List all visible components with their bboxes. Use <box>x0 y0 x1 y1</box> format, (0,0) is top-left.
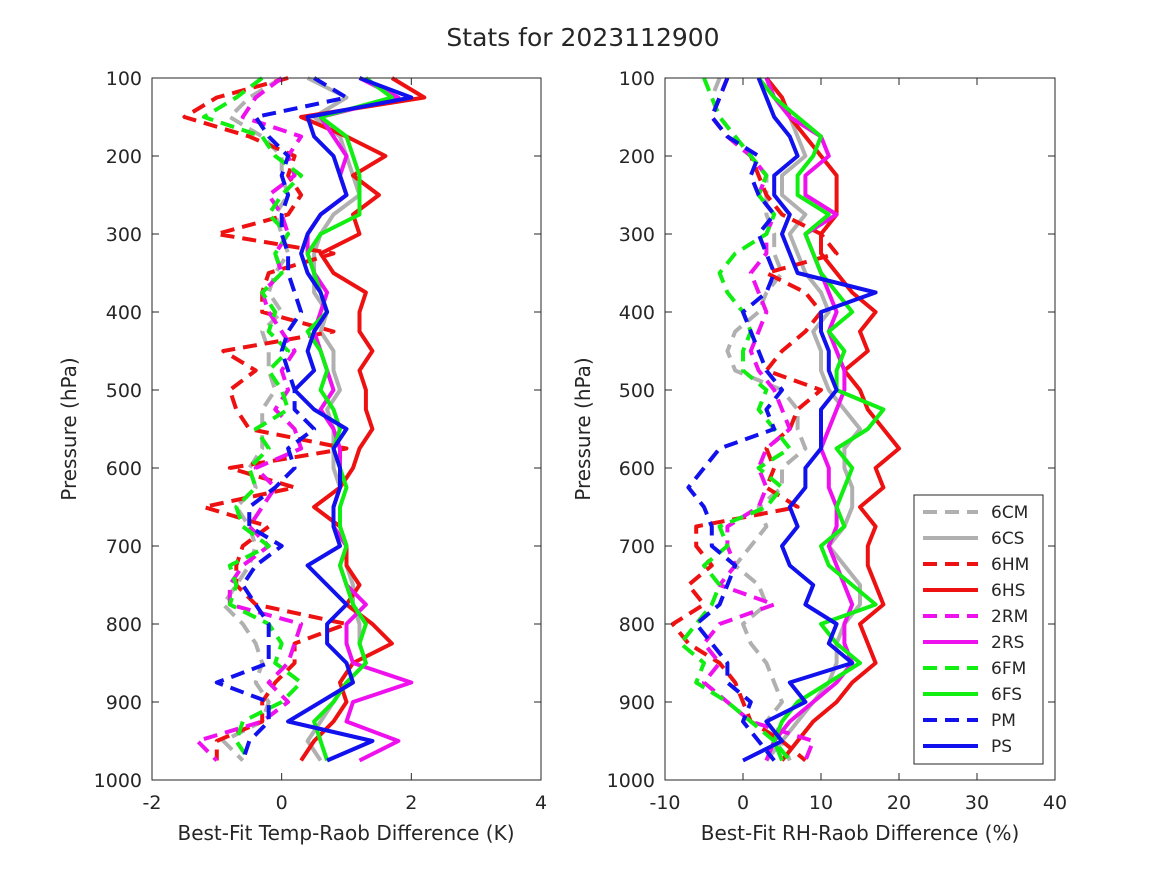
temp-series-6fm <box>201 76 304 762</box>
rh-ytick-label: 200 <box>619 146 655 168</box>
rh-series-group <box>670 76 901 763</box>
temp-ytick-label: 800 <box>106 614 142 636</box>
rh-ticks-group: -10 0 10 20 30 40 100 200 300 400 500 600 700 800 900 1… <box>607 68 1067 814</box>
legend-label-2rs: 2RS <box>991 633 1024 653</box>
rh-ytick-label: 500 <box>619 380 655 402</box>
rh-xtick-label: 0 <box>737 792 749 814</box>
rh-xtick-label: 10 <box>809 792 833 814</box>
rh-ytick-label: 300 <box>619 224 655 246</box>
temp-ytick-label: 500 <box>106 380 142 402</box>
rh-xtick-label: 20 <box>887 792 911 814</box>
legend-label-6fs: 6FS <box>991 685 1022 705</box>
temp-xtick-label: 4 <box>535 792 547 814</box>
rh-series-6hm <box>670 77 839 763</box>
temp-panel: -2 0 2 4 100 200 300 400 500 600 700 800 900 1000 Bes… <box>57 68 547 845</box>
temp-ytick-label: 1000 <box>94 770 142 792</box>
legend-label-6cm: 6CM <box>991 503 1028 523</box>
rh-xlabel: Best-Fit RH-Raob Difference (%) <box>701 821 1020 845</box>
rh-series-pm <box>686 77 784 762</box>
rh-series-2rs <box>764 77 855 762</box>
figure-title: Stats for 2023112900 <box>446 23 719 52</box>
temp-ylabel: Pressure (hPa) <box>57 357 81 500</box>
temp-ytick-label: 700 <box>106 536 142 558</box>
temp-series-6hs <box>299 76 427 762</box>
legend-label-6cs: 6CS <box>991 529 1024 549</box>
rh-ylabel: Pressure (hPa) <box>571 357 595 500</box>
temp-xlabel: Best-Fit Temp-Raob Difference (K) <box>177 821 514 845</box>
legend-label-2rm: 2RM <box>991 607 1028 627</box>
temp-series-ps <box>286 76 414 763</box>
rh-ytick-label: 800 <box>619 614 655 636</box>
temp-series-group <box>182 76 427 763</box>
temp-ytick-label: 200 <box>106 146 142 168</box>
rh-panel: -10 0 10 20 30 40 100 200 300 400 500 600 700 800 900 1… <box>571 68 1067 845</box>
rh-xtick-label: 30 <box>965 792 989 814</box>
rh-ytick-label: 100 <box>619 68 655 90</box>
temp-xtick-label: 2 <box>405 792 417 814</box>
legend: 6CM 6CS 6HM 6HS 2RM 2RS 6FM 6FS PM PS <box>913 494 1044 765</box>
rh-ytick-label: 1000 <box>607 770 655 792</box>
rh-series-ps <box>742 77 878 763</box>
rh-ytick-label: 700 <box>619 536 655 558</box>
rh-axes-box <box>664 77 1056 781</box>
rh-ytick-label: 900 <box>619 692 655 714</box>
temp-ytick-label: 400 <box>106 302 142 324</box>
temp-series-pm <box>214 76 349 762</box>
legend-label-ps: PS <box>991 737 1012 757</box>
legend-label-6fm: 6FM <box>991 659 1026 679</box>
rh-series-6fm <box>678 77 792 762</box>
temp-xtick-label: 0 <box>276 792 288 814</box>
temp-ytick-label: 900 <box>106 692 142 714</box>
temp-ticks-group: -2 0 2 4 100 200 300 400 500 600 700 800 900 1000 <box>94 68 547 814</box>
temp-series-2rm <box>195 76 304 762</box>
rh-ytick-label: 600 <box>619 458 655 480</box>
legend-label-6hs: 6HS <box>991 581 1025 601</box>
rh-ytick-label: 400 <box>619 302 655 324</box>
temp-ytick-label: 300 <box>106 224 142 246</box>
temp-series-6fs <box>305 76 394 762</box>
rh-series-6fs <box>757 76 886 762</box>
rh-xtick-label: -10 <box>649 792 680 814</box>
temp-axes-box <box>151 77 542 781</box>
temp-ytick-label: 600 <box>106 458 142 480</box>
legend-label-pm: PM <box>991 711 1016 731</box>
temp-xtick-label: -2 <box>143 792 162 814</box>
legend-label-6hm: 6HM <box>991 555 1029 575</box>
temp-ytick-label: 100 <box>106 68 142 90</box>
rh-series-6cs <box>764 76 862 762</box>
rh-xtick-label: 40 <box>1043 792 1067 814</box>
